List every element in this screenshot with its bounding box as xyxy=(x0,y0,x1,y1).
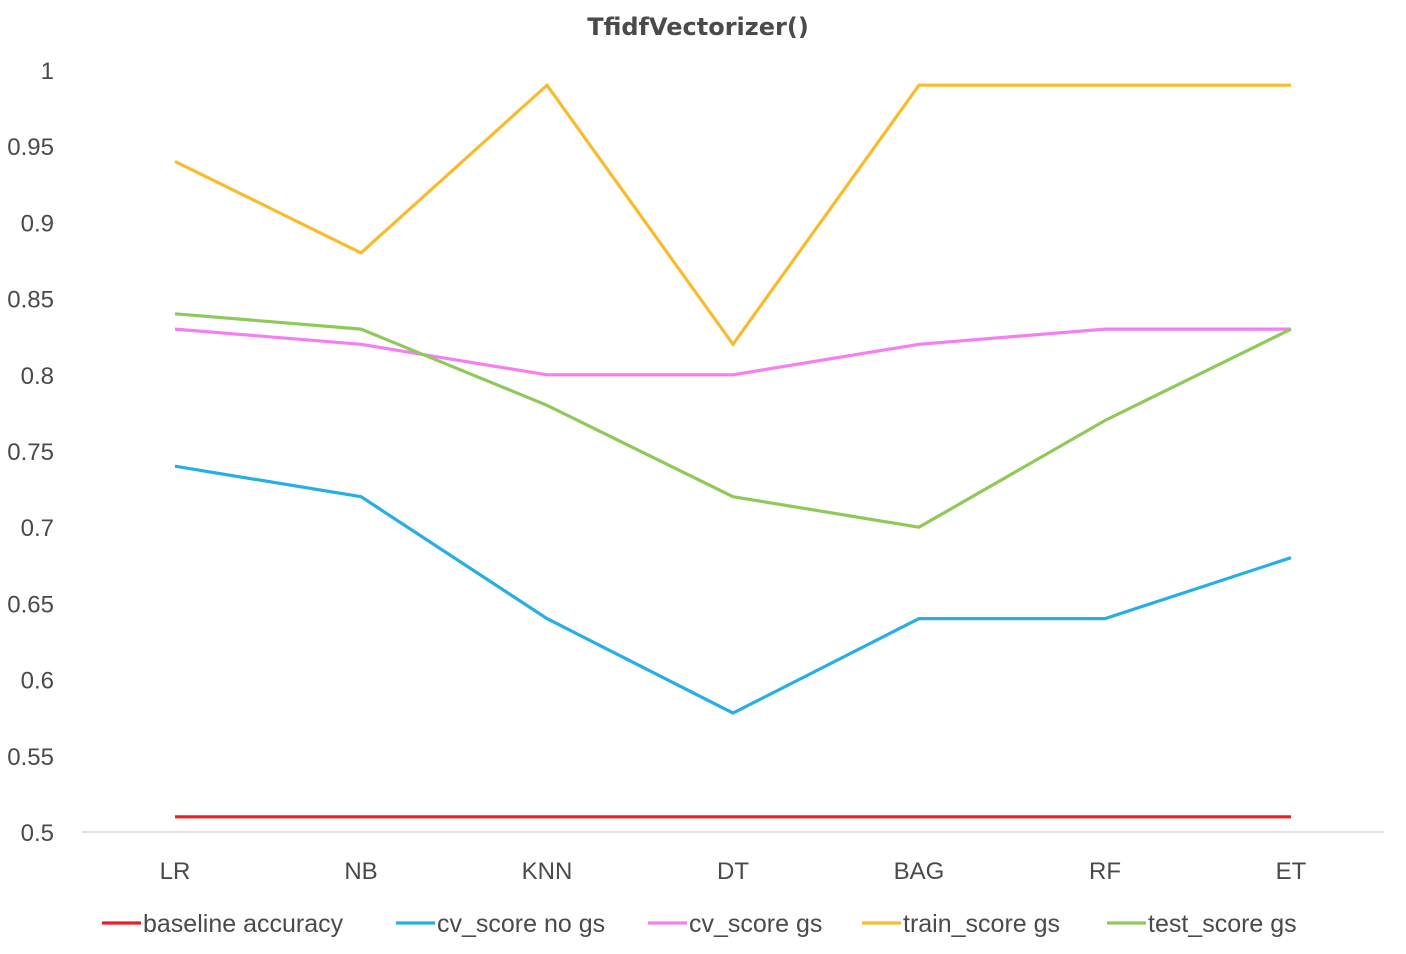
legend: baseline accuracy cv_score no gs cv_score … xyxy=(102,910,1297,938)
y-tick-label: 0.55 xyxy=(7,744,54,771)
x-tick-label: DT xyxy=(717,858,749,885)
y-tick-label: 0.9 xyxy=(21,210,54,237)
x-tick-label: NB xyxy=(344,858,377,885)
legend-label: cv_score gs xyxy=(689,910,822,938)
legend-item: test_score gs xyxy=(1107,910,1297,938)
x-tick-label: BAG xyxy=(894,858,945,885)
legend-label: cv_score no gs xyxy=(437,910,605,938)
x-tick-label: KNN xyxy=(522,858,573,885)
y-tick-label: 1 xyxy=(41,58,54,85)
x-tick-label: LR xyxy=(160,858,191,885)
y-axis-ticks: 0.5 0.55 0.6 0.65 0.7 0.75 0.8 0.85 0.9 0.95 1 xyxy=(7,58,54,847)
series-line-cv-score-gs xyxy=(174,327,1291,377)
y-tick-label: 0.8 xyxy=(21,363,54,390)
x-tick-label: RF xyxy=(1089,858,1121,885)
y-tick-label: 0.6 xyxy=(21,668,54,695)
y-tick-label: 0.95 xyxy=(7,134,54,161)
legend-label: baseline accuracy xyxy=(143,910,344,938)
series-line-test-score-gs xyxy=(174,312,1292,529)
chart-title: TfidfVectorizer() xyxy=(587,13,809,41)
legend-label: test_score gs xyxy=(1148,910,1297,938)
y-tick-label: 0.75 xyxy=(7,439,54,466)
x-axis-ticks: LR NB KNN DT BAG RF ET xyxy=(160,858,1307,885)
legend-item: cv_score no gs xyxy=(396,910,605,938)
y-tick-label: 0.7 xyxy=(21,515,54,542)
legend-item: train_score gs xyxy=(862,910,1060,938)
legend-label: train_score gs xyxy=(903,910,1060,938)
y-tick-label: 0.65 xyxy=(7,591,54,618)
series-line-cv-score-no-gs xyxy=(174,464,1292,715)
legend-item: baseline accuracy xyxy=(102,910,344,938)
x-tick-label: ET xyxy=(1276,858,1307,885)
series-lines xyxy=(174,82,1292,819)
y-tick-label: 0.85 xyxy=(7,287,54,314)
y-tick-label: 0.5 xyxy=(21,820,54,847)
legend-item: cv_score gs xyxy=(648,910,822,938)
series-line-train-score-gs xyxy=(174,82,1291,348)
